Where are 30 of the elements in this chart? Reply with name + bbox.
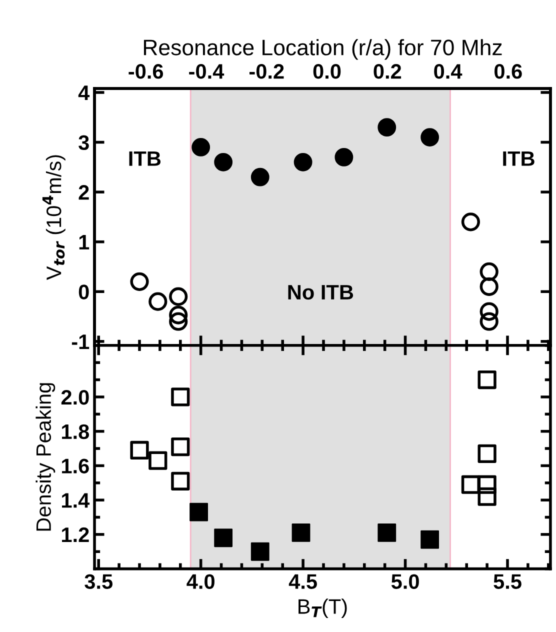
x-tick-label: 4.0	[186, 574, 214, 589]
x-axis-title: B$_{T}$(T)	[298, 598, 347, 618]
x-tick-label: 3.5	[84, 574, 113, 589]
y-tick-label: 2	[78, 185, 89, 200]
annotation: ITB	[129, 151, 161, 166]
x-tick-label: 4.5	[288, 574, 317, 589]
y-tick-label: 1.8	[62, 424, 90, 440]
x2-tick-label: -0.2	[249, 64, 284, 79]
y-tick-label: 1	[79, 235, 90, 250]
y-tick-label: 0	[78, 284, 89, 300]
x2-tick-label: 0.0	[313, 64, 341, 79]
y-tick-label: 1.4	[62, 493, 90, 508]
x2-tick-label: 0.6	[494, 64, 522, 79]
x-tick-label: 5.0	[391, 574, 419, 589]
y-tick-label: 1.6	[62, 458, 89, 474]
y-tick-label: 2.0	[61, 390, 89, 405]
x2-tick-label: 0.2	[374, 64, 402, 79]
x-tick-label: 5.5	[494, 574, 522, 589]
band-label: No ITB	[288, 285, 354, 300]
y-tick-label: 4	[78, 86, 90, 100]
x2-tick-label: -0.4	[189, 64, 224, 79]
y-tick-label: 3	[78, 135, 89, 150]
y-axis-title: V$_{tor}$ (10$^{4}$m/s)	[42, 155, 66, 280]
annotation: ITB	[503, 151, 534, 166]
x2-axis-title: Resonance Location (r/a) for 70 Mhz	[144, 39, 502, 60]
y-tick-label: -1	[72, 334, 90, 349]
y-tick-label: 1.2	[62, 527, 89, 542]
y-axis-title: Density Peaking	[36, 383, 56, 531]
x2-tick-label: 0.4	[434, 64, 462, 79]
x2-tick-label: -0.6	[128, 64, 164, 79]
